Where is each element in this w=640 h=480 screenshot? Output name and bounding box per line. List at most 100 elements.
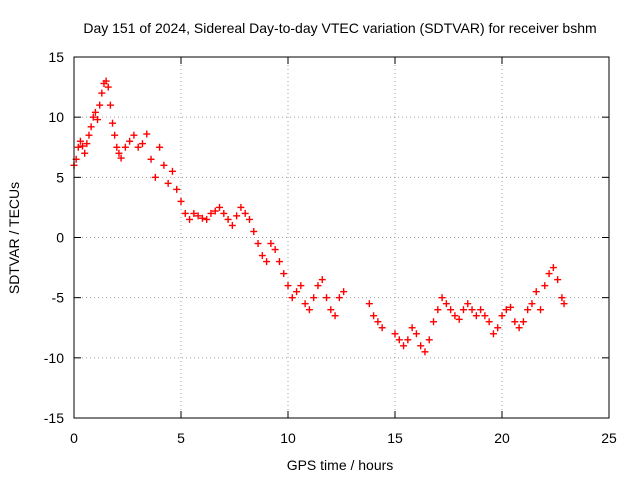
data-point — [151, 173, 159, 181]
data-point — [455, 315, 463, 323]
data-point — [83, 140, 91, 148]
data-point — [370, 312, 378, 320]
data-point — [79, 142, 87, 150]
data-point — [537, 306, 545, 314]
data-point — [198, 214, 206, 222]
data-point — [284, 282, 292, 290]
data-point — [113, 143, 121, 151]
data-point — [340, 288, 348, 296]
data-point — [545, 270, 553, 278]
data-point — [417, 342, 425, 350]
data-point — [430, 318, 438, 326]
x-tick-label: 10 — [280, 430, 296, 446]
data-point — [451, 312, 459, 320]
data-point — [323, 294, 331, 302]
data-point — [378, 324, 386, 332]
data-point — [494, 324, 502, 332]
data-point — [507, 303, 515, 311]
data-point — [147, 155, 155, 163]
data-point — [160, 161, 168, 169]
data-point — [111, 131, 119, 139]
data-point — [76, 137, 84, 145]
y-tick-label: 0 — [56, 230, 64, 246]
y-tick-label: 5 — [56, 169, 64, 185]
data-point — [181, 209, 189, 217]
data-point — [98, 89, 106, 97]
data-point — [421, 348, 429, 356]
data-point — [301, 300, 309, 308]
data-point — [233, 212, 241, 220]
data-point — [81, 149, 89, 157]
data-point — [515, 324, 523, 332]
data-point — [121, 143, 129, 151]
data-point — [156, 143, 164, 151]
data-point — [74, 143, 82, 151]
y-tick-label: -15 — [44, 410, 64, 426]
data-point — [297, 282, 305, 290]
data-point — [335, 294, 343, 302]
data-point — [558, 294, 566, 302]
data-point — [117, 154, 125, 162]
chart-title: Day 151 of 2024, Sidereal Day-to-day VTE… — [83, 20, 596, 36]
data-point — [138, 140, 146, 148]
data-point — [327, 306, 335, 314]
data-point — [89, 113, 97, 121]
data-point — [288, 294, 296, 302]
data-point — [216, 203, 224, 211]
data-point — [275, 258, 283, 266]
data-points — [70, 77, 568, 356]
data-point — [85, 131, 93, 139]
data-point — [271, 246, 279, 254]
axis-ticks: 0 5 10 15 20 25 -15 -10 -5 0 5 10 15 — [44, 49, 617, 446]
data-point — [94, 116, 102, 124]
data-point — [554, 276, 562, 284]
data-point — [228, 221, 236, 229]
x-tick-label: 20 — [494, 430, 510, 446]
data-point — [464, 300, 472, 308]
data-point — [91, 108, 99, 116]
data-point — [391, 330, 399, 338]
data-point — [143, 130, 151, 138]
data-point — [472, 312, 480, 320]
data-point — [395, 336, 403, 344]
data-point — [194, 212, 202, 220]
x-axis-label: GPS time / hours — [287, 457, 394, 473]
data-point — [481, 312, 489, 320]
data-point — [549, 264, 557, 272]
x-tick-label: 25 — [601, 430, 617, 446]
data-point — [203, 215, 211, 223]
data-point — [318, 276, 326, 284]
x-tick-label: 5 — [177, 430, 185, 446]
data-point — [186, 215, 194, 223]
data-point — [245, 215, 253, 223]
data-point — [477, 306, 485, 314]
data-point — [331, 312, 339, 320]
data-point — [177, 197, 185, 205]
data-point — [511, 318, 519, 326]
data-point — [438, 294, 446, 302]
data-point — [434, 306, 442, 314]
y-tick-label: 15 — [48, 49, 64, 65]
data-point — [519, 318, 527, 326]
data-point — [310, 294, 318, 302]
data-point — [280, 270, 288, 278]
data-point — [267, 240, 275, 248]
data-point — [126, 137, 134, 145]
data-point — [102, 77, 110, 85]
data-point — [532, 288, 540, 296]
data-point — [502, 306, 510, 314]
data-point — [224, 215, 232, 223]
data-point — [254, 240, 262, 248]
data-point — [134, 143, 142, 151]
data-point — [468, 306, 476, 314]
data-point — [374, 318, 382, 326]
data-point — [106, 101, 114, 109]
y-tick-label: -5 — [52, 290, 65, 306]
data-point — [168, 167, 176, 175]
data-point — [173, 185, 181, 193]
data-point — [485, 318, 493, 326]
data-point — [442, 300, 450, 308]
data-point — [425, 336, 433, 344]
